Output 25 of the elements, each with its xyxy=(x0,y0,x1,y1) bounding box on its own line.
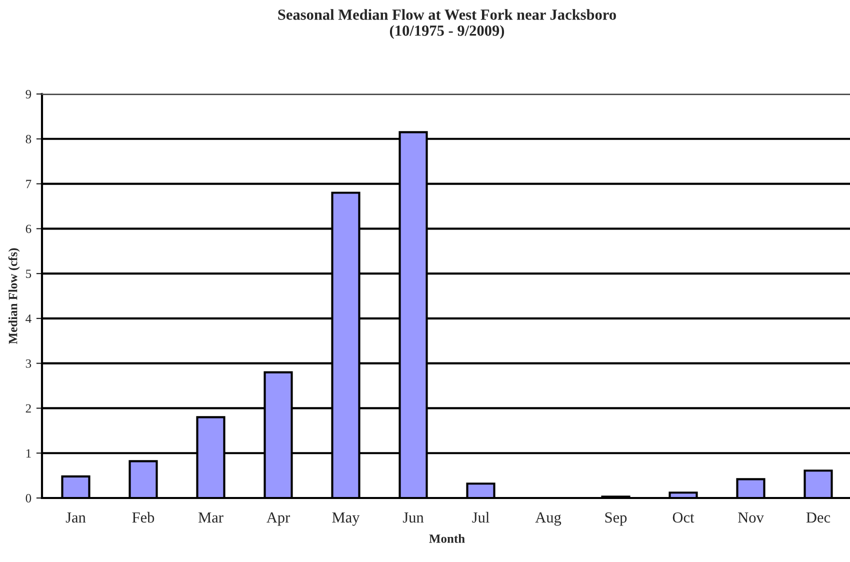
y-tick-label: 8 xyxy=(26,134,32,144)
x-tick-label: Jan xyxy=(66,512,86,523)
x-tick-label: Jul xyxy=(472,512,490,523)
y-axis-title: Median Flow (cfs) xyxy=(8,248,20,344)
y-tick-label: 2 xyxy=(26,404,31,413)
x-tick-label: Apr xyxy=(266,512,290,526)
x-axis-title: Month xyxy=(429,534,465,543)
y-tick-label: 6 xyxy=(26,224,32,234)
y-tick-label: 7 xyxy=(26,180,32,188)
chart-title: Seasonal Median Flow at West Fork near Jacksboro (10/1975 - 9/2009) xyxy=(278,9,616,39)
x-tick-label: Sep xyxy=(605,512,627,526)
y-tick-label: 5 xyxy=(26,270,32,278)
x-tick-label: Oct xyxy=(672,512,694,523)
x-tick-label: Mar xyxy=(198,512,224,523)
x-tick-label: Aug xyxy=(535,512,562,526)
y-tick-label: 9 xyxy=(26,90,32,98)
y-tick-label: 3 xyxy=(26,359,32,368)
y-tick-label: 1 xyxy=(26,449,31,458)
x-tick-label: May xyxy=(332,512,360,526)
y-tick-label: 4 xyxy=(26,314,32,323)
x-tick-label: Feb xyxy=(132,512,154,523)
x-tick-label: Nov xyxy=(738,512,764,523)
y-tick-label: 0 xyxy=(26,494,32,502)
x-tick-label: Jun xyxy=(402,512,424,523)
x-tick-label: Dec xyxy=(806,512,830,523)
